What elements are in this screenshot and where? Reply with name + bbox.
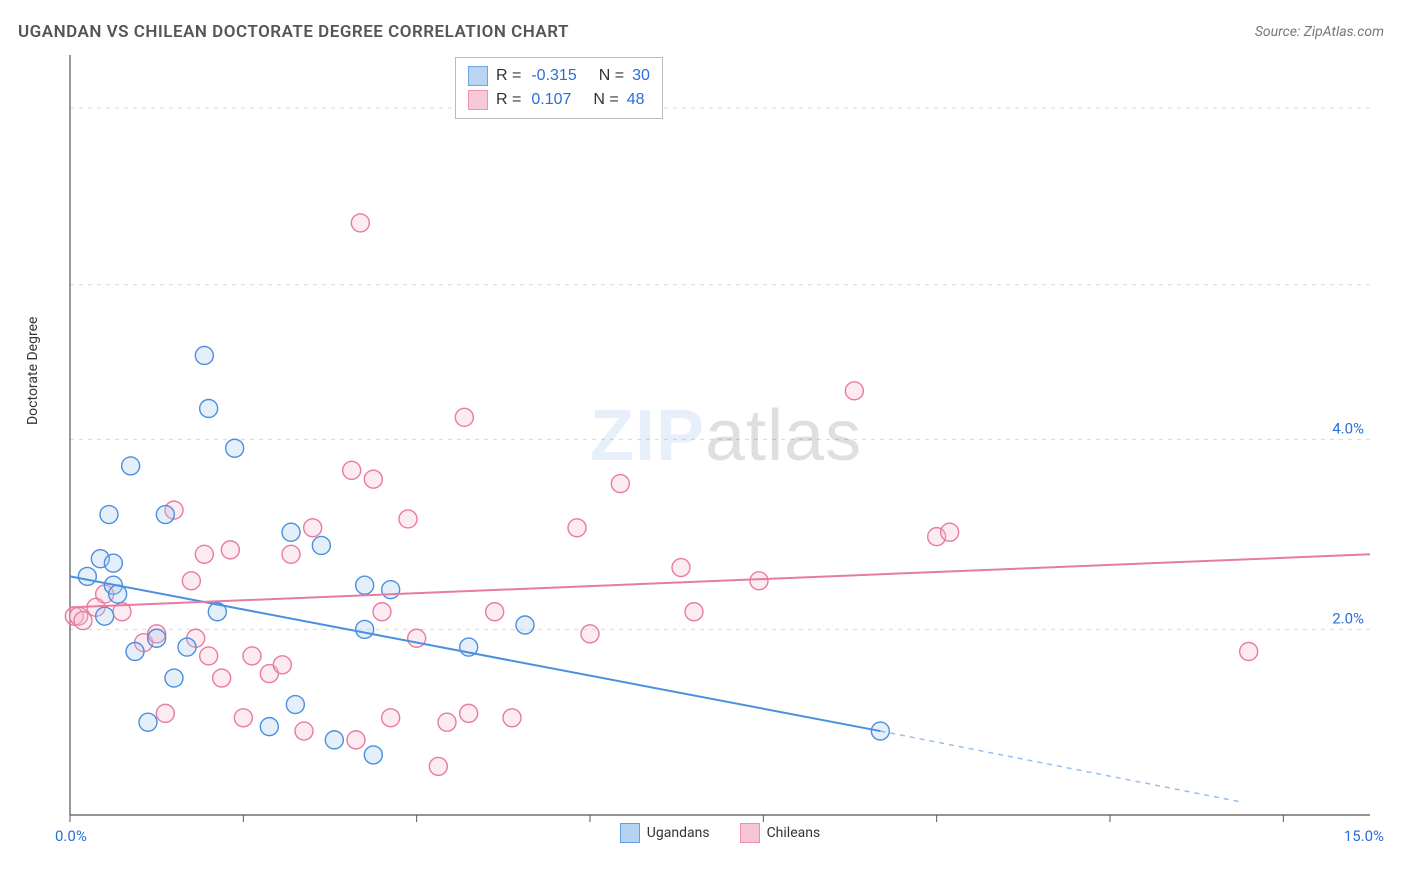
trend-line xyxy=(70,554,1370,607)
stat-r-label: R = xyxy=(496,88,521,112)
legend-item: Chileans xyxy=(740,823,821,843)
scatter-point xyxy=(295,722,313,740)
scatter-point xyxy=(96,607,114,625)
plot-svg: 2.0%4.0%0.0%15.0% xyxy=(50,55,1390,845)
scatter-point xyxy=(364,470,382,488)
stats-row: R = 0.107 N = 48 xyxy=(468,88,650,112)
bottom-legend: Ugandans Chileans xyxy=(50,823,1390,843)
scatter-point xyxy=(273,656,291,674)
scatter-point xyxy=(325,731,343,749)
scatter-point xyxy=(282,523,300,541)
scatter-point xyxy=(750,572,768,590)
stat-r-value: -0.315 xyxy=(531,64,576,88)
chart-title: UGANDAN VS CHILEAN DOCTORATE DEGREE CORR… xyxy=(18,22,569,42)
scatter-point xyxy=(486,603,504,621)
scatter-point xyxy=(156,506,174,524)
scatter-point xyxy=(200,399,218,417)
scatter-point xyxy=(460,704,478,722)
scatter-point xyxy=(178,638,196,656)
scatter-point xyxy=(286,696,304,714)
scatter-point xyxy=(221,541,239,559)
scatter-point xyxy=(672,559,690,577)
scatter-point xyxy=(373,603,391,621)
scatter-point xyxy=(78,567,96,585)
legend-swatch xyxy=(740,823,760,843)
scatter-point xyxy=(347,731,365,749)
scatter-point xyxy=(100,506,118,524)
stat-n-value: 30 xyxy=(632,64,650,88)
scatter-point xyxy=(260,718,278,736)
scatter-point xyxy=(581,625,599,643)
stats-swatch xyxy=(468,90,488,110)
scatter-point xyxy=(195,346,213,364)
scatter-point xyxy=(438,713,456,731)
stats-swatch xyxy=(468,66,488,86)
legend-label: Chileans xyxy=(767,825,821,841)
scatter-point xyxy=(845,382,863,400)
scatter-point xyxy=(611,475,629,493)
scatter-point xyxy=(399,510,417,528)
scatter-point xyxy=(356,620,374,638)
y-tick-label: 2.0% xyxy=(1332,609,1364,627)
scatter-point xyxy=(234,709,252,727)
scatter-point xyxy=(568,519,586,537)
scatter-point xyxy=(304,519,322,537)
scatter-point xyxy=(104,554,122,572)
source-attribution: Source: ZipAtlas.com xyxy=(1255,24,1384,40)
scatter-point xyxy=(165,669,183,687)
scatter-point xyxy=(148,629,166,647)
scatter-point xyxy=(139,713,157,731)
scatter-point xyxy=(122,457,140,475)
scatter-point xyxy=(382,709,400,727)
legend-item: Ugandans xyxy=(620,823,710,843)
scatter-point xyxy=(364,746,382,764)
scatter-point xyxy=(343,461,361,479)
y-tick-label: 4.0% xyxy=(1332,419,1364,437)
scatter-point xyxy=(109,585,127,603)
correlation-stats-box: R = -0.315 N = 30 R = 0.107 N = 48 xyxy=(455,57,663,119)
scatter-point xyxy=(312,536,330,554)
scatter-point xyxy=(282,545,300,563)
scatter-point xyxy=(243,647,261,665)
scatter-point xyxy=(516,616,534,634)
stat-n-value: 48 xyxy=(627,88,645,112)
scatter-point xyxy=(356,576,374,594)
page-root: UGANDAN VS CHILEAN DOCTORATE DEGREE CORR… xyxy=(0,0,1406,892)
scatter-point xyxy=(685,603,703,621)
scatter-point xyxy=(213,669,231,687)
stat-n-label: N = xyxy=(599,64,624,88)
stat-r-label: R = xyxy=(496,64,521,88)
scatter-point xyxy=(503,709,521,727)
scatter-point xyxy=(226,439,244,457)
scatter-point xyxy=(126,643,144,661)
scatter-point xyxy=(351,214,369,232)
scatter-point xyxy=(195,545,213,563)
scatter-point xyxy=(941,523,959,541)
stat-r-value: 0.107 xyxy=(531,88,571,112)
scatter-chart: Doctorate Degree 2.0%4.0%0.0%15.0% R = -… xyxy=(50,55,1390,845)
legend-swatch xyxy=(620,823,640,843)
scatter-point xyxy=(200,647,218,665)
scatter-point xyxy=(382,581,400,599)
scatter-point xyxy=(429,757,447,775)
trend-line-extrapolated xyxy=(880,731,1240,802)
scatter-point xyxy=(1240,643,1258,661)
stats-row: R = -0.315 N = 30 xyxy=(468,64,650,88)
scatter-point xyxy=(156,704,174,722)
stat-n-label: N = xyxy=(593,88,618,112)
legend-label: Ugandans xyxy=(647,825,710,841)
y-axis-label: Doctorate Degree xyxy=(25,317,41,425)
scatter-point xyxy=(455,408,473,426)
scatter-point xyxy=(182,572,200,590)
